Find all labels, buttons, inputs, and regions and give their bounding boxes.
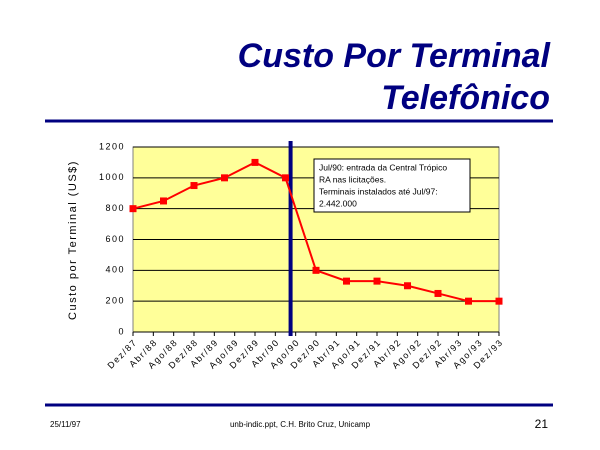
marker bbox=[251, 158, 259, 166]
y-tick-label: 600 bbox=[105, 234, 125, 244]
marker bbox=[312, 266, 320, 274]
y-tick-label: 400 bbox=[105, 265, 125, 275]
title-line: Telefônico bbox=[381, 79, 550, 117]
annotation-text: RA nas licitações. bbox=[319, 174, 386, 184]
annotation-text: Terminais instalados até Jul/97: bbox=[319, 186, 438, 196]
y-tick-label: 800 bbox=[105, 203, 125, 213]
marker bbox=[434, 289, 442, 297]
marker bbox=[129, 205, 137, 213]
marker bbox=[404, 282, 411, 290]
marker bbox=[282, 174, 289, 182]
footer-date: 25/11/97 bbox=[50, 420, 81, 429]
marker bbox=[495, 297, 503, 305]
y-tick-label: 0 bbox=[118, 326, 125, 336]
y-tick-label: 200 bbox=[105, 296, 125, 306]
annotation-text: 2.442.000 bbox=[319, 198, 357, 208]
title-line: Custo Por Terminal bbox=[238, 37, 552, 75]
annotation-box bbox=[313, 158, 471, 213]
y-tick-label: 1000 bbox=[99, 172, 125, 182]
marker bbox=[190, 182, 198, 190]
annotation-text: Jul/90: entrada da Central Trópico bbox=[319, 162, 447, 172]
marker bbox=[465, 297, 472, 305]
y-tick-label: 1200 bbox=[99, 141, 125, 151]
y-axis-label: Custo por Terminal (US$) bbox=[67, 160, 79, 320]
marker bbox=[373, 277, 381, 285]
footer-source: unb-indic.ppt, C.H. Brito Cruz, Unicamp bbox=[230, 420, 371, 429]
page-number: 21 bbox=[535, 417, 549, 431]
marker bbox=[221, 174, 228, 182]
marker bbox=[160, 197, 167, 205]
marker bbox=[343, 277, 350, 285]
